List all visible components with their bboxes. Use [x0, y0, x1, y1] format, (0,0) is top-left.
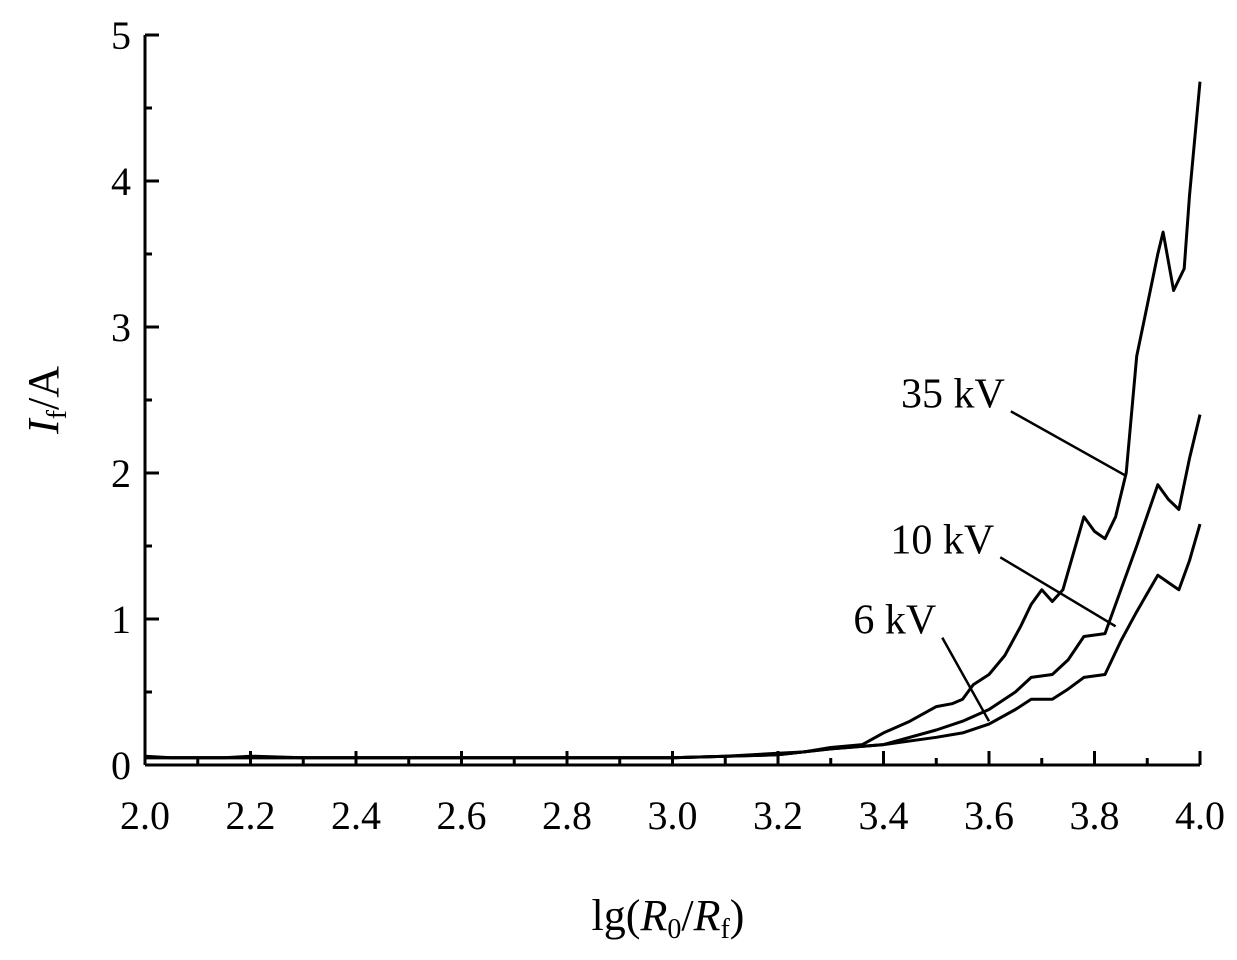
- y-tick-label: 5: [111, 13, 131, 58]
- plot-area: 2.0 2.2 2.4 2.6 2.8 3.0 3.2 3.4 3.6 3.8 4.0 0 1 2 3 4 5 3…: [111, 13, 1225, 838]
- x-tick-label: 3.2: [753, 793, 803, 838]
- x-tick-label: 2.6: [437, 793, 487, 838]
- y-tick-label: 2: [111, 451, 131, 496]
- y-tick-label: 4: [111, 159, 131, 204]
- x-axis-title-prefix: lg(: [592, 891, 641, 940]
- y-axis-title-main: I: [19, 417, 68, 435]
- y-tick-label: 1: [111, 597, 131, 642]
- series-leader-2: [941, 636, 991, 722]
- x-tick-label: 3.4: [859, 793, 909, 838]
- series-leader-0: [1010, 410, 1127, 478]
- series-label-2: 6 kV: [853, 598, 936, 644]
- y-tick-label: 0: [111, 743, 131, 788]
- series-line-2: [145, 523, 1202, 760]
- x-tick-label: 3.0: [648, 793, 698, 838]
- x-tick-label: 2.4: [331, 793, 381, 838]
- x-axis-title: lg(R0/Rf): [592, 891, 745, 945]
- x-axis-title-suffix: ): [730, 891, 745, 940]
- x-axis-title-r0: R: [639, 891, 667, 940]
- x-tick-label: 3.8: [1070, 793, 1120, 838]
- series-label-1: 10 kV: [890, 517, 994, 563]
- x-tick-label: 3.6: [964, 793, 1014, 838]
- series-label-0: 35 kV: [901, 371, 1005, 417]
- x-axis-title-slash: /: [681, 891, 694, 940]
- series-line-1: [145, 414, 1202, 760]
- y-axis-title-sub: f: [42, 409, 73, 419]
- y-axis-title-unit: /A: [19, 366, 68, 410]
- x-tick-label: 2.2: [226, 793, 276, 838]
- x-axis-title-rf-sub: f: [720, 914, 730, 945]
- x-tick-label: 2.8: [542, 793, 592, 838]
- x-tick-label: 4.0: [1175, 793, 1225, 838]
- series-leader-1: [999, 556, 1117, 628]
- x-axis-title-r0-sub: 0: [667, 914, 681, 945]
- y-axis-title: If/A: [19, 366, 73, 435]
- y-tick-label: 3: [111, 305, 131, 350]
- series-line-0: [144, 81, 1202, 760]
- x-axis-title-rf: R: [693, 891, 721, 940]
- x-tick-label: 2.0: [120, 793, 170, 838]
